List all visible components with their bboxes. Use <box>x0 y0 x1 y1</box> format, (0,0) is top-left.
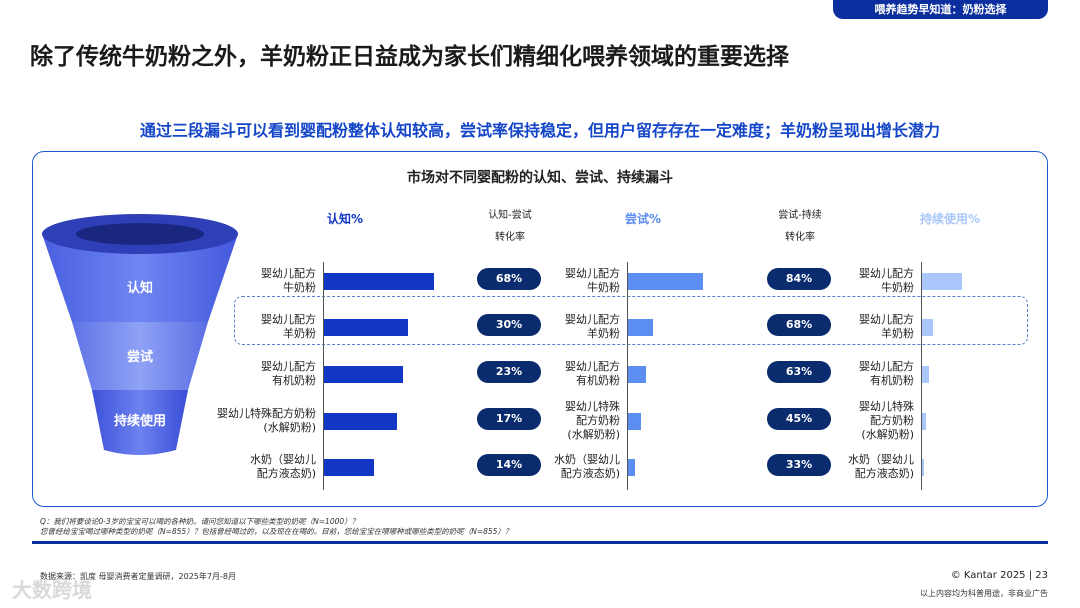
axis-line-3 <box>921 262 922 490</box>
category-label: 婴幼儿配方 牛奶粉 <box>859 267 914 294</box>
axis-line-1 <box>323 262 324 490</box>
bar <box>324 413 397 430</box>
conversion-rate-pill: 63% <box>767 361 831 383</box>
category-label: 婴幼儿配方 羊奶粉 <box>261 313 316 340</box>
category-label: 婴幼儿配方 牛奶粉 <box>565 267 620 294</box>
conversion-rate-pill: 84% <box>767 268 831 290</box>
category-label: 婴幼儿特殊配方奶粉 (水解奶粉) <box>217 407 316 434</box>
category-label: 婴幼儿配方 羊奶粉 <box>565 313 620 340</box>
data-source: 数据来源：凯度 母婴消费者定量调研，2025年7月-8月 <box>40 572 236 581</box>
category-label: 水奶（婴幼儿 配方液态奶) <box>554 453 620 480</box>
category-label: 婴幼儿配方 有机奶粉 <box>565 360 620 387</box>
disclaimer: 以上内容均为科普用途，非商业广告 <box>920 589 1048 598</box>
goat-milk-highlight <box>234 296 1028 345</box>
conversion-rate-pill: 30% <box>477 314 541 336</box>
footer-divider <box>32 541 1048 544</box>
copyright: © Kantar 2025 | 23 <box>950 570 1048 581</box>
funnel-stage-retention <box>92 390 188 455</box>
awareness-header: 认知% <box>326 212 364 226</box>
bar <box>324 319 408 336</box>
conv-header-1: 认知-尝试 转化率 <box>488 210 532 243</box>
bar <box>628 459 635 476</box>
page-title: 除了传统牛奶粉之外，羊奶粉正日益成为家长们精细化喂养领域的重要选择 <box>30 44 789 70</box>
conversion-rate-pill: 45% <box>767 408 831 430</box>
bar <box>922 319 933 336</box>
category-label: 婴幼儿配方 羊奶粉 <box>859 313 914 340</box>
conv-header-2: 尝试-持续 转化率 <box>778 210 822 243</box>
category-label: 婴幼儿特殊 配方奶粉 (水解奶粉) <box>565 400 620 441</box>
bar <box>922 366 929 383</box>
question-note-1: Q：我们将要谈论0-3岁的宝宝可以喝的各种奶。请问您知道以下哪些类型的奶呢（N=… <box>40 517 360 526</box>
bar <box>628 366 646 383</box>
funnel-label-awareness: 认知 <box>126 281 153 296</box>
category-label: 水奶（婴幼儿 配方液态奶) <box>848 453 914 480</box>
bar <box>922 273 962 290</box>
watermark: 大数跨境 <box>12 578 92 602</box>
funnel-label-retention: 持续使用 <box>113 414 166 429</box>
bar <box>324 273 434 290</box>
bar <box>324 366 403 383</box>
bar <box>922 459 924 476</box>
retention-header: 持续使用% <box>919 212 981 226</box>
bar <box>922 413 926 430</box>
funnel-stage-trial <box>72 322 208 390</box>
trial-header: 尝试% <box>624 212 662 226</box>
category-label: 婴幼儿配方 有机奶粉 <box>859 360 914 387</box>
axis-line-2 <box>627 262 628 490</box>
page-subtitle: 通过三段漏斗可以看到婴配粉整体认知较高，尝试率保持稳定，但用户留存存在一定难度；… <box>139 121 940 140</box>
category-label: 水奶（婴幼儿 配方液态奶) <box>250 453 316 480</box>
conversion-rate-pill: 14% <box>477 454 541 476</box>
bar <box>324 459 374 476</box>
conversion-rate-pill: 23% <box>477 361 541 383</box>
funnel-label-trial: 尝试 <box>126 350 153 365</box>
bar <box>628 273 703 290</box>
chart-panel <box>32 151 1048 507</box>
section-tag: 喂养趋势早知道：奶粉选择 <box>833 0 1048 19</box>
category-label: 婴幼儿特殊 配方奶粉 (水解奶粉) <box>859 400 914 441</box>
bar <box>628 319 653 336</box>
category-label: 婴幼儿配方 牛奶粉 <box>261 267 316 294</box>
funnel-opening <box>76 223 204 245</box>
funnel-stage-awareness <box>42 234 238 322</box>
conversion-rate-pill: 33% <box>767 454 831 476</box>
chart-title: 市场对不同婴配粉的认知、尝试、持续漏斗 <box>407 170 673 186</box>
bar <box>628 413 641 430</box>
conversion-rate-pill: 68% <box>477 268 541 290</box>
category-label: 婴幼儿配方 有机奶粉 <box>261 360 316 387</box>
conversion-rate-pill: 17% <box>477 408 541 430</box>
question-note-2: 您曾经给宝宝喝过哪种类型的奶呢（N=855）？包括曾经喝过的，以及现在在喝的。目… <box>40 527 513 536</box>
conversion-rate-pill: 68% <box>767 314 831 336</box>
funnel-graphic <box>42 214 238 455</box>
